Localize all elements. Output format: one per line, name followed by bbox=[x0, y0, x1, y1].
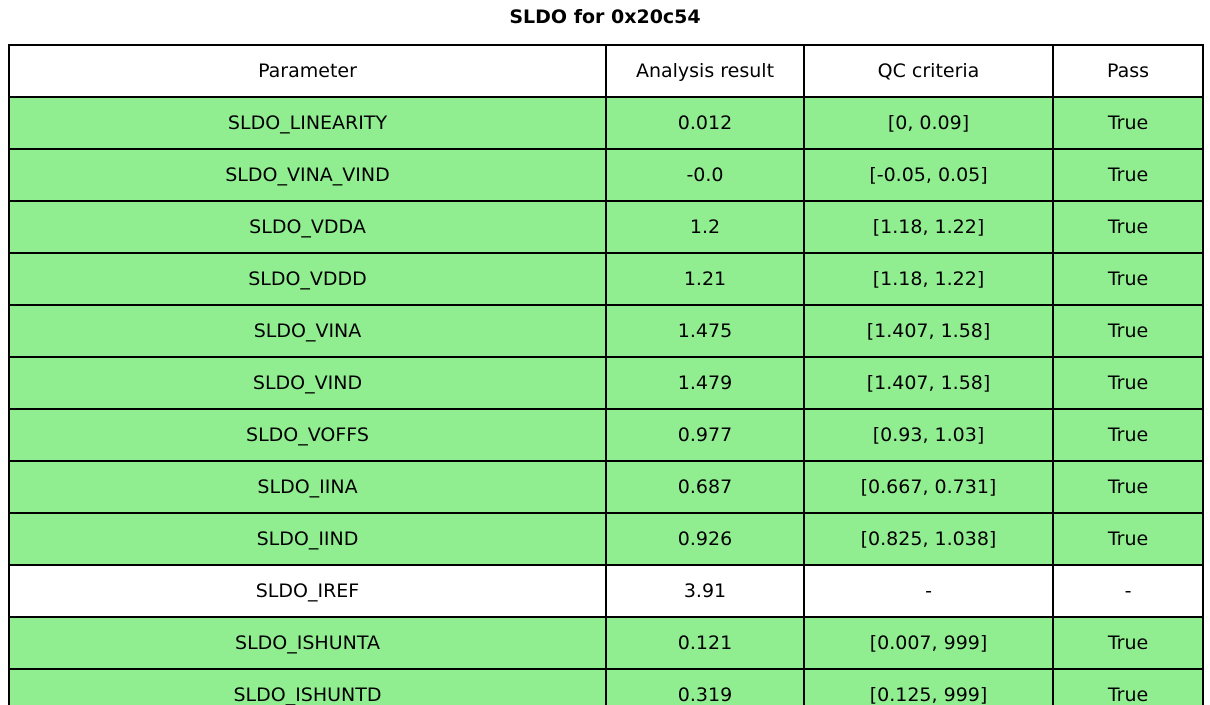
criteria-cell: [0, 0.09] bbox=[803, 96, 1054, 150]
result-cell: 0.121 bbox=[605, 616, 805, 670]
column-header-analysis-result: Analysis result bbox=[605, 44, 805, 98]
table-row: SLDO_VINA_VIND -0.0 [-0.05, 0.05] True bbox=[8, 148, 1204, 202]
result-cell: 0.012 bbox=[605, 96, 805, 150]
param-cell: SLDO_VDDD bbox=[8, 252, 607, 306]
table-row: SLDO_VIND 1.479 [1.407, 1.58] True bbox=[8, 356, 1204, 410]
table-row: SLDO_IIND 0.926 [0.825, 1.038] True bbox=[8, 512, 1204, 566]
criteria-cell: [0.93, 1.03] bbox=[803, 408, 1054, 462]
pass-cell: True bbox=[1052, 148, 1204, 202]
pass-cell: True bbox=[1052, 96, 1204, 150]
param-cell: SLDO_VOFFS bbox=[8, 408, 607, 462]
table-row: SLDO_LINEARITY 0.012 [0, 0.09] True bbox=[8, 96, 1204, 150]
result-cell: 3.91 bbox=[605, 564, 805, 618]
param-cell: SLDO_IINA bbox=[8, 460, 607, 514]
pass-cell: True bbox=[1052, 252, 1204, 306]
param-cell: SLDO_IIND bbox=[8, 512, 607, 566]
pass-cell: True bbox=[1052, 356, 1204, 410]
result-cell: 1.21 bbox=[605, 252, 805, 306]
result-cell: 0.977 bbox=[605, 408, 805, 462]
pass-cell: True bbox=[1052, 408, 1204, 462]
criteria-cell: [0.125, 999] bbox=[803, 668, 1054, 705]
param-cell: SLDO_LINEARITY bbox=[8, 96, 607, 150]
pass-cell: True bbox=[1052, 460, 1204, 514]
table-row: SLDO_VDDD 1.21 [1.18, 1.22] True bbox=[8, 252, 1204, 306]
criteria-cell: [1.18, 1.22] bbox=[803, 252, 1054, 306]
criteria-cell: [0.007, 999] bbox=[803, 616, 1054, 670]
criteria-cell: [1.407, 1.58] bbox=[803, 304, 1054, 358]
result-cell: 1.2 bbox=[605, 200, 805, 254]
result-cell: 1.475 bbox=[605, 304, 805, 358]
column-header-parameter: Parameter bbox=[8, 44, 607, 98]
column-header-qc-criteria: QC criteria bbox=[803, 44, 1054, 98]
result-cell: 0.926 bbox=[605, 512, 805, 566]
param-cell: SLDO_VDDA bbox=[8, 200, 607, 254]
param-cell: SLDO_VINA bbox=[8, 304, 607, 358]
criteria-cell: - bbox=[803, 564, 1054, 618]
pass-cell: True bbox=[1052, 512, 1204, 566]
param-cell: SLDO_VIND bbox=[8, 356, 607, 410]
criteria-cell: [1.18, 1.22] bbox=[803, 200, 1054, 254]
header-row: Parameter Analysis result QC criteria Pa… bbox=[8, 44, 1204, 98]
figure-title: SLDO for 0x20c54 bbox=[509, 6, 701, 28]
result-cell: 0.319 bbox=[605, 668, 805, 705]
pass-cell: True bbox=[1052, 668, 1204, 705]
pass-cell: True bbox=[1052, 616, 1204, 670]
table-head: Parameter Analysis result QC criteria Pa… bbox=[8, 44, 1204, 98]
param-cell: SLDO_ISHUNTD bbox=[8, 668, 607, 705]
pass-cell: True bbox=[1052, 200, 1204, 254]
pass-cell: - bbox=[1052, 564, 1204, 618]
column-header-pass: Pass bbox=[1052, 44, 1204, 98]
criteria-cell: [1.407, 1.58] bbox=[803, 356, 1054, 410]
table-row: SLDO_VDDA 1.2 [1.18, 1.22] True bbox=[8, 200, 1204, 254]
param-cell: SLDO_VINA_VIND bbox=[8, 148, 607, 202]
table-row: SLDO_VOFFS 0.977 [0.93, 1.03] True bbox=[8, 408, 1204, 462]
criteria-cell: [0.667, 0.731] bbox=[803, 460, 1054, 514]
table-row: SLDO_ISHUNTA 0.121 [0.007, 999] True bbox=[8, 616, 1204, 670]
table-row: SLDO_ISHUNTD 0.319 [0.125, 999] True bbox=[8, 668, 1204, 705]
criteria-cell: [0.825, 1.038] bbox=[803, 512, 1054, 566]
qc-results-table: Parameter Analysis result QC criteria Pa… bbox=[8, 44, 1204, 705]
table-body: SLDO_LINEARITY 0.012 [0, 0.09] True SLDO_VIN… bbox=[8, 96, 1204, 705]
table-row: SLDO_IINA 0.687 [0.667, 0.731] True bbox=[8, 460, 1204, 514]
criteria-cell: [-0.05, 0.05] bbox=[803, 148, 1054, 202]
table-row: SLDO_VINA 1.475 [1.407, 1.58] True bbox=[8, 304, 1204, 358]
pass-cell: True bbox=[1052, 304, 1204, 358]
param-cell: SLDO_ISHUNTA bbox=[8, 616, 607, 670]
result-cell: -0.0 bbox=[605, 148, 805, 202]
param-cell: SLDO_IREF bbox=[8, 564, 607, 618]
result-cell: 0.687 bbox=[605, 460, 805, 514]
result-cell: 1.479 bbox=[605, 356, 805, 410]
table-row: SLDO_IREF 3.91- - bbox=[8, 564, 1204, 618]
